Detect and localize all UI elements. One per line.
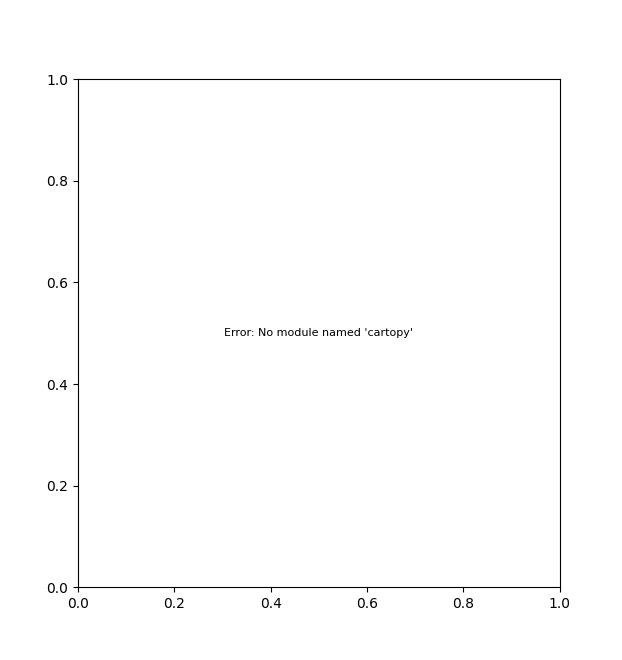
Text: Error: No module named 'cartopy': Error: No module named 'cartopy' [225, 328, 413, 339]
